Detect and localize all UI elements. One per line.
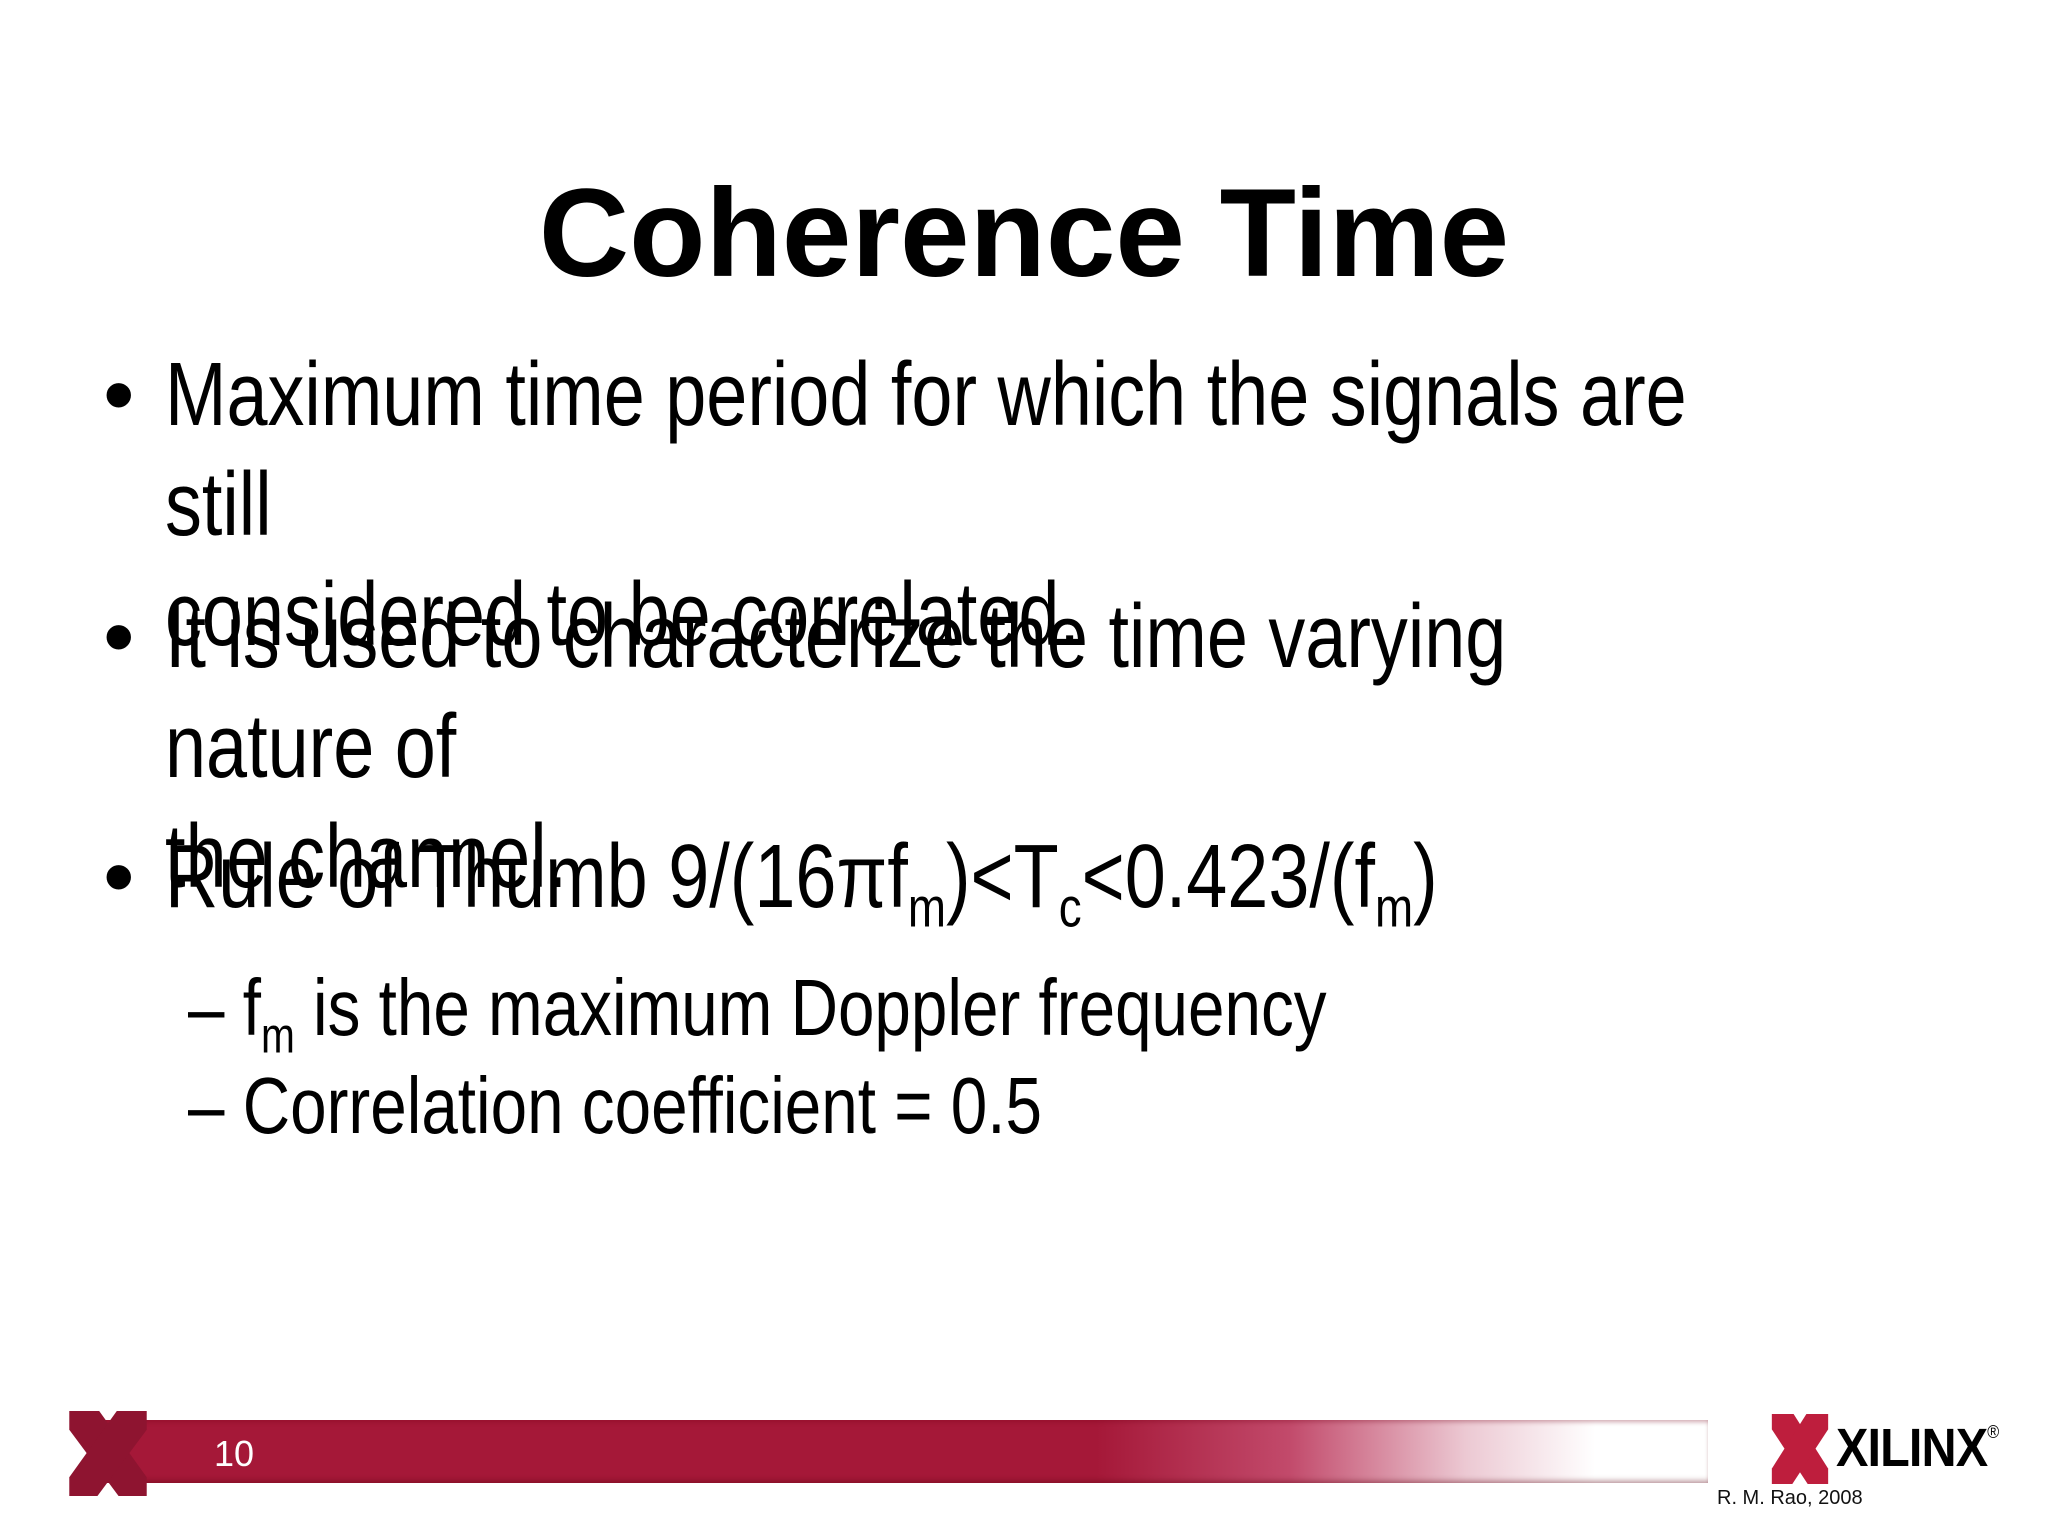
bullet-item-3-formula: • Rule of Thumb 9/(16πfm)<Tc<0.423/(fm) — [103, 822, 1717, 939]
sub-bullet-doppler: – fm is the maximum Doppler frequency — [188, 960, 1577, 1064]
sub-bullet-doppler-text: – fm is the maximum Doppler frequency — [188, 963, 1327, 1064]
bullet-dot-icon: • — [103, 587, 135, 687]
sub-bullet-correlation: – Correlation coefficient = 0.5 — [188, 1058, 1229, 1153]
xilinx-wordmark-text: XILINX — [1836, 1418, 1988, 1478]
registered-trademark-symbol: ® — [1987, 1422, 2000, 1442]
footer-gradient-bar — [98, 1420, 1708, 1483]
bullet-item-1: • Maximum time period for which the sign… — [103, 340, 2048, 670]
page-number: 10 — [214, 1433, 255, 1474]
bullet-dot-icon: • — [103, 827, 135, 927]
author-credit: R. M. Rao, 2008 — [1717, 1487, 1863, 1509]
sub-bullet-correlation-text: – Correlation coefficient = 0.5 — [188, 1061, 1042, 1150]
slide-title: Coherence Time — [538, 163, 1510, 303]
xilinx-logo-x-icon — [1768, 1414, 1832, 1484]
xilinx-x-icon — [64, 1411, 152, 1496]
xilinx-wordmark: XILINX® — [1836, 1421, 1999, 1487]
bullet-text-2: It is used to characterize the time vary… — [165, 587, 1507, 907]
coherence-time-formula: Rule of Thumb 9/(16πfm)<Tc<0.423/(fm) — [165, 827, 1438, 939]
bullet-dot-icon: • — [103, 345, 135, 445]
bullet-text-1: Maximum time period for which the signal… — [165, 345, 1687, 665]
bullet-item-2: • It is used to characterize the time va… — [103, 582, 2048, 912]
